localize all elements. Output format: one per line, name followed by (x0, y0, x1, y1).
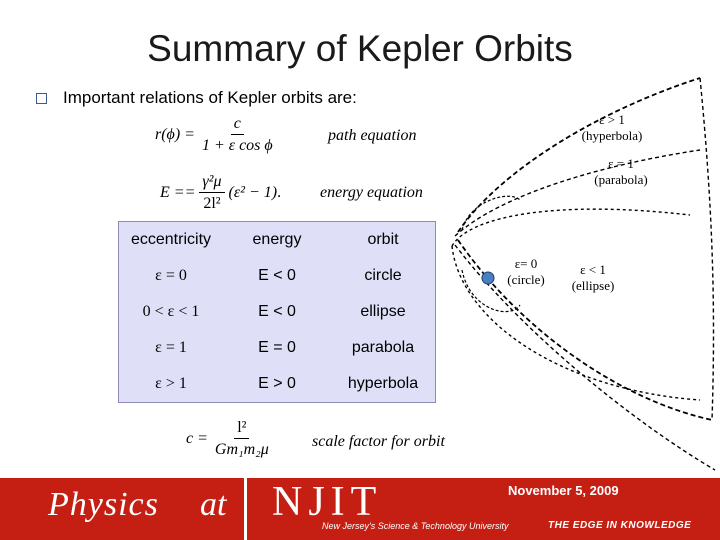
circle-curve (461, 195, 521, 231)
column-header: eccentricity (130, 231, 212, 248)
energy-equation-numerator: γ²μ (199, 172, 225, 193)
column-header: orbit (367, 231, 399, 248)
njit-logo: NJIT (272, 479, 383, 525)
energy-equation-lhs: E == (160, 184, 196, 202)
bullet-text: Important relations of Kepler orbits are… (63, 88, 357, 107)
table-cell: ε > 1 (155, 375, 187, 392)
hyperbola-curve (457, 77, 701, 233)
column-header: energy (252, 231, 302, 248)
parabola-label: ε = 1 (parabola) (594, 156, 648, 187)
table-cell: E < 0 (258, 267, 296, 284)
energy-equation-denominator: 2l² (203, 195, 221, 212)
table-cell: E > 0 (258, 375, 296, 392)
table-row: ε = 1 E = 0 parabola (119, 330, 436, 366)
energy-equation-tail: . (277, 184, 282, 202)
path-equation-denominator: 1 + ε cos ϕ (201, 137, 273, 154)
at-wordmark: at (200, 486, 227, 523)
circle-label: ε= 0 (circle) (507, 256, 545, 287)
bullet-point: Important relations of Kepler orbits are… (36, 88, 357, 108)
footer-banner (0, 478, 720, 540)
table-header-row: eccentricity energy orbit (119, 222, 436, 259)
path-equation: r(ϕ) = c 1 + ε cos ϕ (155, 114, 276, 157)
table-row: ε > 1 E > 0 hyperbola (119, 366, 436, 403)
table-row: 0 < ε < 1 E < 0 ellipse (119, 294, 436, 330)
energy-equation-paren: (ε² − 1) (228, 184, 278, 202)
table-cell: parabola (351, 339, 415, 356)
table-cell: ellipse (360, 303, 406, 320)
parabola-curve (454, 149, 701, 237)
ellipse-curve-upper (451, 208, 691, 247)
focus-point (481, 271, 495, 285)
path-equation-numerator: c (230, 114, 244, 135)
edge-tagline: THE EDGE IN KNOWLEDGE (548, 520, 692, 531)
scale-equation-denominator: Gm₁m₂μ (214, 441, 269, 458)
slide-date: November 5, 2009 (508, 483, 619, 498)
table-cell: E < 0 (258, 303, 296, 320)
ellipse-label: ε < 1 (ellipse) (571, 262, 615, 293)
footer-divider (244, 478, 247, 540)
hyperbola-label: ε > 1 (hyperbola) (581, 112, 643, 143)
square-bullet-icon (36, 92, 47, 104)
university-tagline: New Jersey's Science & Technology Univer… (322, 521, 509, 531)
table-cell: ε = 1 (155, 339, 187, 356)
scale-equation-lhs: c = (186, 430, 208, 448)
table-cell: ε = 0 (155, 267, 187, 284)
scale-equation-numerator: l² (234, 418, 250, 439)
table-cell: circle (364, 267, 402, 284)
table-cell: E = 0 (258, 339, 296, 356)
slide-title: Summary of Kepler Orbits (147, 28, 573, 69)
energy-equation-label: energy equation (320, 184, 423, 201)
table-cell: 0 < ε < 1 (142, 303, 200, 320)
orbit-table: eccentricity energy orbit ε = 0 E < 0 ci… (118, 221, 436, 403)
table-row: ε = 0 E < 0 circle (119, 258, 436, 294)
energy-equation: E == γ²μ 2l² (ε² − 1). (160, 172, 281, 215)
outer-ellipse-curve (699, 77, 715, 421)
path-equation-lhs: r(ϕ) = (155, 126, 195, 144)
scale-equation-label: scale factor for orbit (312, 433, 445, 450)
path-equation-label: path equation (328, 127, 417, 144)
scale-equation: c = l² Gm₁m₂μ (186, 418, 272, 461)
table-cell: hyperbola (347, 375, 419, 392)
physics-wordmark: Physics (48, 486, 159, 523)
